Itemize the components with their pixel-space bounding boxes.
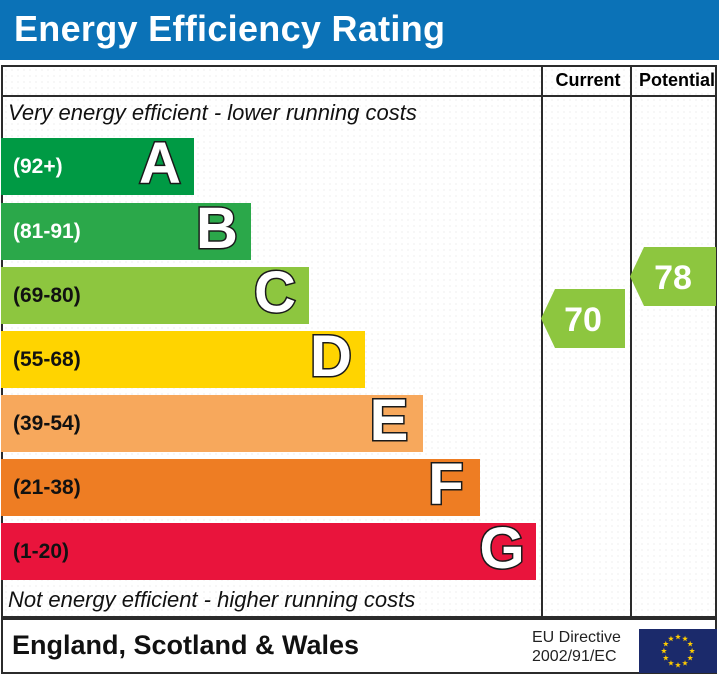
svg-text:A: A — [139, 138, 181, 195]
svg-text:D: D — [310, 331, 352, 388]
svg-text:G: G — [479, 523, 524, 580]
svg-text:E: E — [370, 395, 409, 452]
svg-text:70: 70 — [564, 301, 602, 339]
svg-text:F: F — [428, 459, 463, 516]
svg-text:C: C — [254, 267, 296, 324]
svg-text:B: B — [196, 203, 238, 260]
svg-text:78: 78 — [654, 259, 692, 297]
